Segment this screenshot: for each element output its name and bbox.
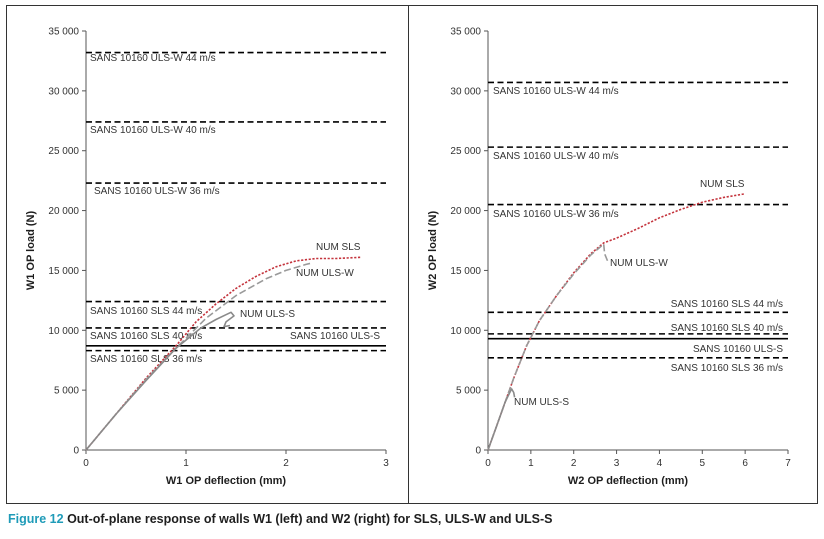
chart1-x-tick-label: 1 <box>183 458 189 469</box>
chart2-limit-label: SANS 10160 ULS-S <box>693 344 783 355</box>
chart1-limit-label: SANS 10160 SLS 36 m/s <box>90 354 202 365</box>
chart1-y-tick-label: 35 000 <box>48 27 79 38</box>
chart2-y-tick-label: 25 000 <box>450 146 481 157</box>
chart2-x-tick-label: 4 <box>657 458 663 469</box>
chart1-x-tick-label: 0 <box>83 458 89 469</box>
chart2-series-label: NUM SLS <box>700 179 745 190</box>
chart1-series-line <box>85 311 235 451</box>
chart2-x-axis-title: W2 OP deflection (mm) <box>568 475 689 487</box>
chart2-x-tick-label: 5 <box>700 458 706 469</box>
chart2-x-tick-label: 6 <box>742 458 748 469</box>
chart1-y-axis-title: W1 OP load (N) <box>25 211 37 291</box>
chart1-limit-label: SANS 10160 SLS 44 m/s <box>90 306 202 317</box>
chart2-limit-label: SANS 10160 SLS 44 m/s <box>671 299 783 310</box>
chart1-limit-label: SANS 10160 ULS-W 36 m/s <box>94 186 220 197</box>
chart1-series-label: NUM ULS-S <box>240 309 295 320</box>
chart2-x-tick-label: 2 <box>571 458 577 469</box>
chart2-x-tick-label: 0 <box>485 458 491 469</box>
chart2-limit-label: SANS 10160 SLS 40 m/s <box>671 323 783 334</box>
chart2-y-tick-label: 20 000 <box>450 206 481 217</box>
chart1-limit-label: SANS 10160 ULS-S <box>290 331 380 342</box>
chart1-y-tick-label: 25 000 <box>48 146 79 157</box>
chart2-series-line <box>487 243 609 451</box>
chart2-x-tick-label: 3 <box>614 458 620 469</box>
chart2-series-label: NUM ULS-W <box>610 258 668 269</box>
chart1-x-tick-label: 3 <box>383 458 389 469</box>
chart1-y-tick-label: 5 000 <box>54 386 79 397</box>
chart1-y-tick-label: 10 000 <box>48 326 79 337</box>
chart2-series-line <box>487 193 746 451</box>
chart2-x-tick-label: 7 <box>785 458 791 469</box>
panel-divider <box>408 5 409 504</box>
chart1-series-label: NUM ULS-W <box>296 268 354 279</box>
chart2-y-tick-label: 0 <box>475 446 481 457</box>
chart1-y-tick-label: 30 000 <box>48 86 79 97</box>
chart1-y-tick-label: 0 <box>73 446 79 457</box>
figure-caption-text: Out-of-plane response of walls W1 (left)… <box>67 512 553 526</box>
chart1-x-tick-label: 2 <box>283 458 289 469</box>
figure-caption-label: Figure 12 <box>8 512 64 526</box>
chart2-limit-label: SANS 10160 SLS 36 m/s <box>671 363 783 374</box>
chart1-y-tick-label: 15 000 <box>48 266 79 277</box>
chart1-limit-label: SANS 10160 ULS-W 40 m/s <box>90 125 216 136</box>
chart2-limit-label: SANS 10160 ULS-W 36 m/s <box>493 209 619 220</box>
figure-frame <box>6 5 818 504</box>
chart1-series-label: NUM SLS <box>316 242 361 253</box>
chart2-x-tick-label: 1 <box>528 458 534 469</box>
chart2-limit-label: SANS 10160 ULS-W 40 m/s <box>493 151 619 162</box>
chart2-y-tick-label: 5 000 <box>456 386 481 397</box>
chart2-y-tick-label: 10 000 <box>450 326 481 337</box>
chart1-limit-label: SANS 10160 ULS-W 44 m/s <box>90 53 216 64</box>
chart1-y-tick-label: 20 000 <box>48 206 79 217</box>
chart1-series-line <box>85 262 312 451</box>
chart2-series-line <box>487 388 516 451</box>
chart1-limit-label: SANS 10160 SLS 40 m/s <box>90 331 202 342</box>
chart2-limit-label: SANS 10160 ULS-W 44 m/s <box>493 86 619 97</box>
chart2-y-tick-label: 30 000 <box>450 86 481 97</box>
chart2-y-tick-label: 35 000 <box>450 27 481 38</box>
chart1-x-axis-title: W1 OP deflection (mm) <box>166 475 287 487</box>
chart2-y-axis-title: W2 OP load (N) <box>427 211 439 291</box>
figure-caption: Figure 12 Out-of-plane response of walls… <box>8 512 552 526</box>
chart2-y-tick-label: 15 000 <box>450 266 481 277</box>
chart1-series-line <box>85 256 362 451</box>
chart2-series-label: NUM ULS-S <box>514 397 569 408</box>
